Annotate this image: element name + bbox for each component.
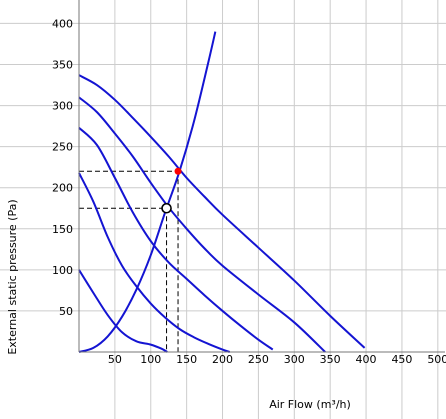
y-tick-label: 150 [52, 223, 73, 236]
y-tick-label: 50 [59, 305, 73, 318]
y-tick-label: 400 [52, 17, 73, 30]
y-tick-label: 250 [52, 141, 73, 154]
x-tick-label: 350 [320, 353, 341, 366]
x-tick-label: 450 [391, 353, 412, 366]
fan-curves [78, 31, 366, 353]
x-tick-label: 250 [248, 353, 269, 366]
y-tick-label: 100 [52, 264, 73, 277]
fan-curve-4 [78, 96, 326, 353]
y-tick-label: 350 [52, 59, 73, 72]
x-tick-label: 200 [212, 353, 233, 366]
x-tick-label: 50 [108, 353, 122, 366]
x-axis-label: Air Flow (m³/h) [269, 398, 351, 411]
x-tick-label: 300 [284, 353, 305, 366]
fan-curve-3 [78, 127, 274, 351]
y-tick-label: 300 [52, 100, 73, 113]
axes: 50 100 150 200 250 300 350 400 450 500 50 100 150 200… [52, 0, 446, 366]
operating-point-red [174, 167, 182, 175]
fan-curve-2 [78, 172, 231, 353]
fan-curve-5 [78, 74, 366, 349]
y-axis-label: External static pressure (Pa) [6, 199, 19, 354]
operating-guides [79, 170, 179, 352]
system-resistance-curve [78, 31, 217, 353]
y-tick-label: 200 [52, 182, 73, 195]
operating-points [161, 167, 182, 214]
x-tick-label: 100 [140, 353, 161, 366]
x-tick-label: 150 [176, 353, 197, 366]
operating-point-open [161, 202, 172, 214]
fan-curve-1 [78, 269, 168, 353]
x-tick-label: 400 [356, 353, 377, 366]
x-tick-label: 500 [427, 353, 446, 366]
